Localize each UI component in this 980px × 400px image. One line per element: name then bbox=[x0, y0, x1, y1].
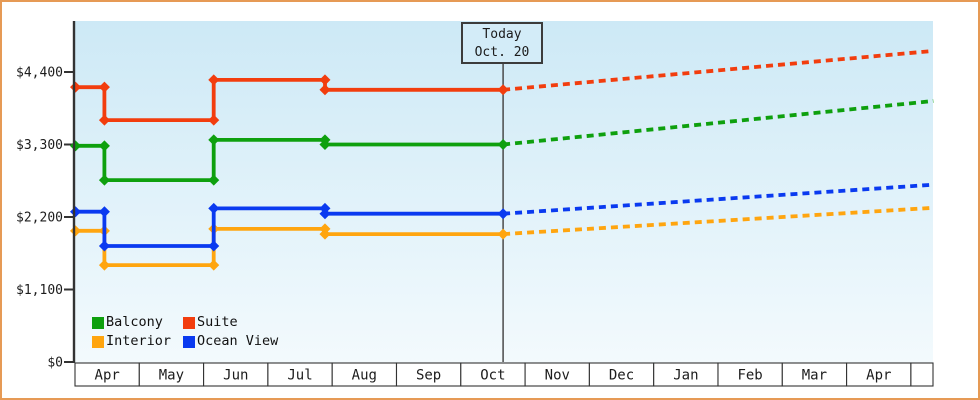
legend-label-interior: Interior bbox=[106, 333, 172, 349]
marker-balcony bbox=[208, 134, 220, 146]
legend-item-balcony: Balcony bbox=[92, 313, 183, 332]
marker-ocean-view bbox=[208, 240, 220, 252]
month-label: Dec bbox=[609, 368, 634, 384]
marker-balcony bbox=[98, 140, 110, 152]
today-label: Today bbox=[482, 27, 522, 42]
ocean-view-swatch-icon bbox=[183, 335, 195, 348]
marker-interior bbox=[98, 259, 110, 271]
month-label: Jan bbox=[673, 368, 698, 384]
marker-interior bbox=[497, 228, 509, 240]
series-forecast-balcony bbox=[502, 99, 934, 147]
y-axis: $4,400 $3,300 $2,200 $1,100 $0 bbox=[16, 66, 74, 371]
month-label: Sep bbox=[416, 368, 441, 384]
month-label: Apr bbox=[95, 368, 120, 384]
y-tick-label: $1,100 bbox=[16, 283, 63, 298]
marker-balcony bbox=[319, 139, 331, 150]
month-label: May bbox=[159, 368, 184, 384]
marker-suite bbox=[98, 114, 110, 126]
today-marker-box: Today Oct. 20 bbox=[461, 22, 543, 64]
today-date: Oct. 20 bbox=[474, 45, 530, 60]
month-label: Oct bbox=[480, 368, 505, 384]
legend-item-suite: Suite bbox=[183, 313, 278, 332]
marker-balcony bbox=[98, 174, 110, 186]
marker-suite bbox=[70, 81, 81, 93]
interior-swatch-icon bbox=[92, 335, 104, 348]
marker-interior bbox=[208, 259, 220, 271]
x-axis-month-row: Apr May Jun Jul Aug Sep Oct Nov Dec Jan Feb Mar Apr bbox=[74, 362, 934, 387]
marker-suite bbox=[319, 74, 331, 86]
marker-balcony bbox=[208, 174, 220, 186]
legend-label-ocean-view: Ocean View bbox=[197, 333, 279, 349]
suite-swatch-icon bbox=[183, 316, 195, 329]
marker-suite bbox=[319, 84, 331, 96]
marker-suite bbox=[208, 74, 220, 86]
marker-ocean-view bbox=[497, 208, 509, 220]
legend-label-suite: Suite bbox=[197, 314, 238, 330]
marker-ocean-view bbox=[98, 206, 110, 218]
marker-ocean-view bbox=[319, 208, 331, 220]
marker-interior bbox=[70, 225, 81, 237]
legend: Balcony Suite Interior Ocean View bbox=[92, 313, 278, 351]
month-label: Apr bbox=[866, 368, 891, 384]
month-label: Jun bbox=[223, 368, 248, 384]
marker-suite bbox=[98, 81, 110, 93]
month-cell-empty bbox=[910, 362, 934, 387]
legend-item-interior: Interior bbox=[92, 332, 183, 351]
month-label: Jul bbox=[287, 368, 312, 384]
marker-ocean-view bbox=[208, 202, 220, 214]
legend-label-balcony: Balcony bbox=[106, 314, 163, 330]
marker-interior bbox=[319, 228, 331, 240]
legend-item-ocean-view: Ocean View bbox=[183, 332, 278, 351]
series-lines bbox=[70, 49, 934, 271]
marker-balcony bbox=[70, 140, 81, 152]
marker-suite bbox=[208, 114, 220, 126]
marker-ocean-view bbox=[98, 240, 110, 252]
balcony-swatch-icon bbox=[92, 316, 104, 329]
marker-suite bbox=[497, 84, 509, 96]
month-label: Aug bbox=[352, 368, 377, 384]
y-tick-label: $4,400 bbox=[16, 66, 63, 81]
month-label: Nov bbox=[545, 368, 570, 384]
month-label: Feb bbox=[737, 368, 762, 384]
y-tick-label: $2,200 bbox=[16, 211, 63, 226]
marker-balcony bbox=[497, 139, 509, 150]
month-label: Mar bbox=[802, 368, 827, 384]
y-tick-label: $3,300 bbox=[16, 138, 63, 153]
marker-ocean-view bbox=[70, 206, 81, 218]
y-tick-label: $0 bbox=[47, 356, 63, 371]
